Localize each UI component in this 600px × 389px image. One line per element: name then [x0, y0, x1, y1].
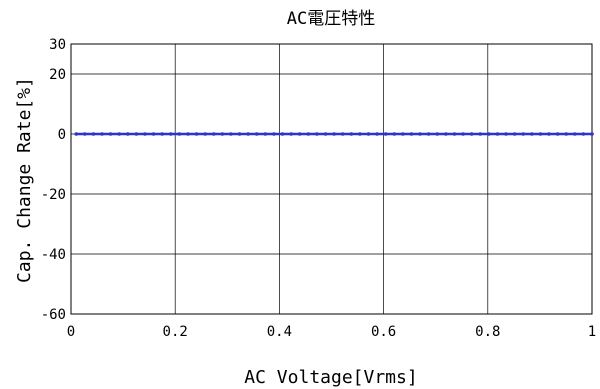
series-point — [194, 132, 199, 136]
series-point — [435, 132, 440, 136]
y-axis-label: Cap. Change Rate[%] — [14, 77, 35, 283]
series-point — [272, 132, 276, 136]
series-point — [160, 132, 164, 136]
series-point — [297, 132, 302, 136]
series-point — [203, 132, 207, 136]
y-tick-label: 0 — [58, 127, 66, 143]
series-point — [581, 132, 586, 136]
x-axis-ticks: 0 0.2 0.4 0.6 0.8 1 — [67, 324, 596, 340]
series-point — [375, 132, 379, 136]
series-point — [478, 132, 483, 136]
series-point — [332, 132, 336, 136]
series-point — [383, 132, 388, 136]
y-tick-label: 20 — [49, 67, 66, 83]
series-point — [564, 132, 569, 136]
series-point — [220, 132, 225, 136]
grid — [71, 44, 592, 314]
series-point — [418, 132, 422, 136]
series-point — [74, 132, 79, 136]
series-point — [151, 132, 156, 136]
series-point — [469, 132, 474, 136]
series-point — [100, 132, 104, 136]
series-point — [555, 132, 560, 136]
series-point — [289, 132, 293, 136]
series-point — [487, 132, 491, 136]
series-point — [263, 132, 268, 136]
series-point — [495, 132, 500, 136]
series-point — [306, 132, 311, 136]
series-point — [229, 132, 233, 136]
series-point — [168, 132, 173, 136]
series-point — [452, 132, 457, 136]
series-point — [323, 132, 328, 136]
series-point — [211, 132, 216, 136]
y-tick-label: 30 — [49, 37, 66, 53]
series-point — [444, 132, 448, 136]
series-point — [573, 132, 577, 136]
series-layer — [74, 132, 594, 136]
series-point — [349, 132, 354, 136]
x-tick-label: 0.6 — [371, 324, 396, 340]
series-point — [108, 132, 113, 136]
x-tick-label: 0.8 — [475, 324, 500, 340]
series-point — [521, 132, 526, 136]
series-point — [237, 132, 242, 136]
y-axis-ticks: -60 -40 -20 0 20 30 — [41, 37, 66, 323]
series-point — [547, 132, 551, 136]
series-point — [358, 132, 362, 136]
series-point — [401, 132, 405, 136]
series-point — [280, 132, 285, 136]
series-point — [125, 132, 130, 136]
series-point — [246, 132, 250, 136]
series-point — [177, 132, 182, 136]
chart-title: AC電圧特性 — [287, 9, 375, 29]
series-point — [461, 132, 465, 136]
y-tick-label: -60 — [41, 307, 66, 323]
series-point — [426, 132, 431, 136]
series-point — [409, 132, 414, 136]
series-point — [530, 132, 534, 136]
x-tick-label: 0.2 — [163, 324, 188, 340]
series-point — [254, 132, 259, 136]
series-point — [91, 132, 96, 136]
series-point — [590, 132, 594, 136]
series-point — [366, 132, 371, 136]
series-point — [186, 132, 190, 136]
x-tick-label: 1 — [588, 324, 596, 340]
series-point — [315, 132, 319, 136]
series-point — [512, 132, 517, 136]
series-point — [340, 132, 345, 136]
series-point — [392, 132, 397, 136]
y-tick-label: -40 — [41, 247, 66, 263]
series-point — [504, 132, 508, 136]
series-point — [117, 132, 121, 136]
series-point — [143, 132, 147, 136]
series-point — [134, 132, 139, 136]
y-tick-label: -20 — [41, 187, 66, 203]
x-tick-label: 0.4 — [267, 324, 292, 340]
x-tick-label: 0 — [67, 324, 75, 340]
series-point — [83, 132, 87, 136]
series-point — [538, 132, 543, 136]
x-axis-label: AC Voltage[Vrms] — [244, 367, 417, 388]
plot-area — [70, 43, 593, 315]
